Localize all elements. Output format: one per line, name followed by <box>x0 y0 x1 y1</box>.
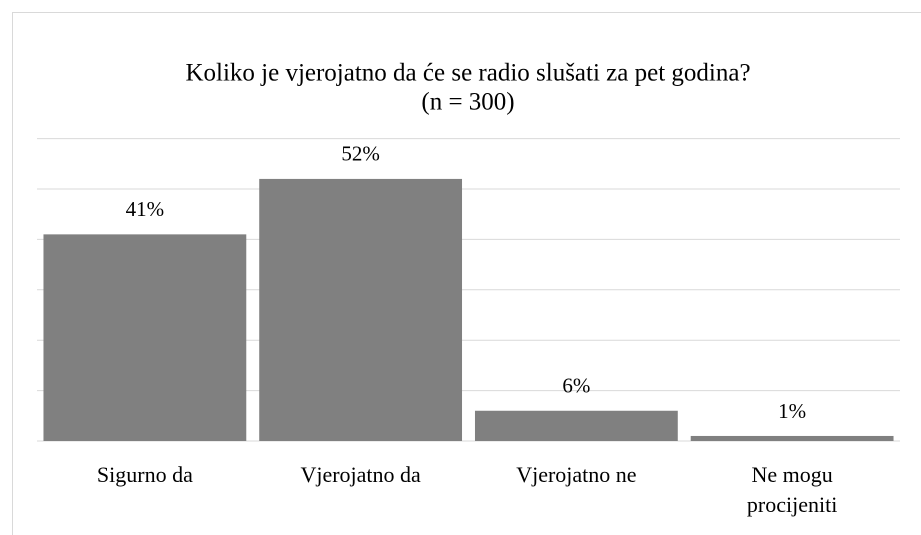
bar <box>474 410 678 441</box>
x-tick-label: Sigurno da <box>97 462 193 487</box>
chart-subtitle: (n = 300) <box>421 89 514 116</box>
data-label: 1% <box>778 399 806 423</box>
chart-title: Koliko je vjerojatno da će se radio sluš… <box>185 60 750 87</box>
x-tick-label: Vjerojatno da <box>300 462 421 487</box>
data-label: 41% <box>126 197 165 221</box>
x-tick-label: Vjerojatno ne <box>516 462 636 487</box>
x-tick-label: Ne mogu procijeniti <box>747 462 837 517</box>
bar <box>259 178 463 442</box>
data-label: 6% <box>562 374 590 398</box>
data-label: 52% <box>341 142 380 166</box>
bar <box>690 435 894 441</box>
bar <box>43 234 247 441</box>
chart-frame <box>12 12 921 535</box>
